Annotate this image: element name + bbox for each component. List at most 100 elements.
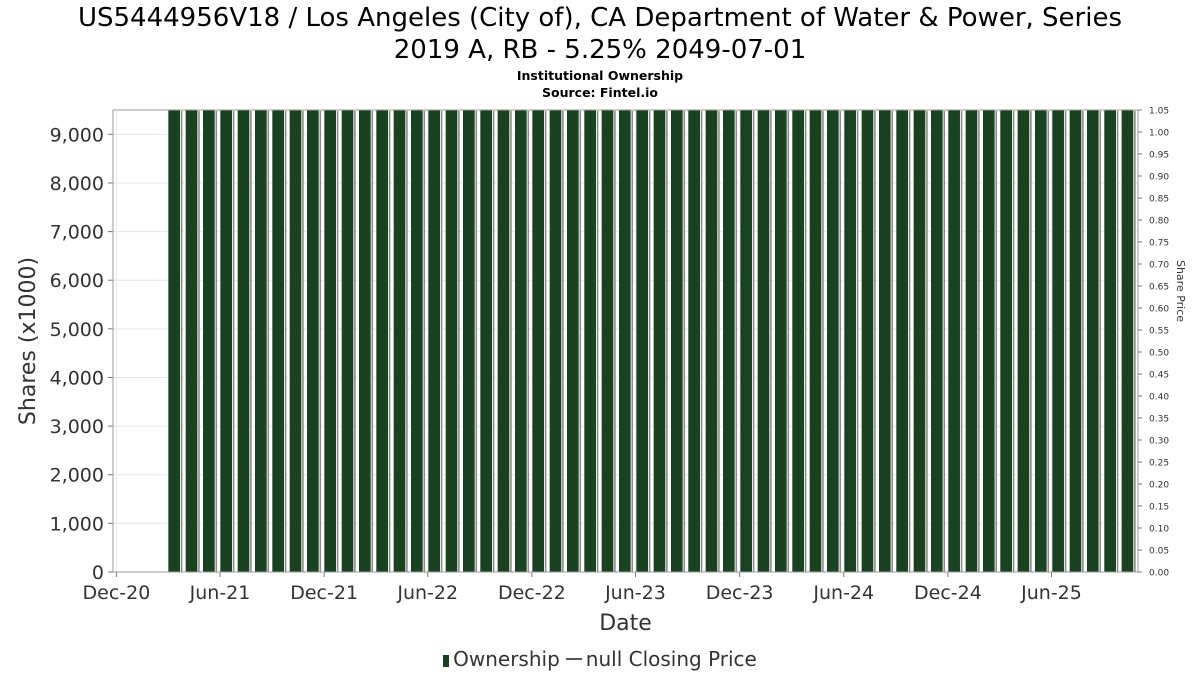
- ownership-bar: [306, 109, 320, 573]
- y2-tick-label: 0.20: [1149, 481, 1169, 491]
- y-tick-label: 0: [92, 562, 104, 584]
- ownership-bar: [912, 109, 927, 573]
- y2-tick-label: 0.70: [1149, 261, 1169, 271]
- ownership-bar: [843, 109, 857, 573]
- ownership-bar: [826, 109, 840, 573]
- ownership-bar: [791, 109, 805, 573]
- ownership-bar: [583, 109, 597, 573]
- x-tick-label: Jun-25: [1020, 582, 1082, 604]
- ownership-bar: [462, 109, 476, 573]
- ownership-bar: [479, 109, 493, 573]
- y2-tick-label: 0.15: [1149, 503, 1169, 513]
- plot-border: [112, 109, 1139, 573]
- x-tick-label: Jun-21: [189, 582, 251, 604]
- x-tick-label: Jun-23: [604, 582, 666, 604]
- ownership-bar: [687, 109, 701, 573]
- x-tick-label: Jun-22: [396, 582, 458, 604]
- ownership-bar: [444, 109, 459, 573]
- y-tick-label: 1,000: [50, 513, 104, 535]
- ownership-bar: [358, 109, 372, 573]
- y2-tick-label: 0.55: [1149, 327, 1169, 337]
- x-tick-label: Dec-23: [706, 582, 774, 604]
- ownership-bar: [1068, 109, 1083, 573]
- ownership-bar: [618, 109, 632, 573]
- y-tick-label: 3,000: [50, 416, 104, 438]
- y2-tick-label: 0.40: [1149, 393, 1169, 403]
- y2-tick-label: 0.10: [1149, 525, 1169, 535]
- x-axis-label: Date: [599, 611, 652, 636]
- y2-tick-label: 0.30: [1149, 437, 1169, 447]
- ownership-bar: [202, 109, 216, 573]
- chart-title-line-1: US5444956V18 / Los Angeles (City of), CA…: [77, 3, 1122, 33]
- chart-title-line-2: 2019 A, RB - 5.25% 2049-07-01: [393, 35, 807, 65]
- ownership-chart: 0 1,000 2,000 3,000 4,000 5,000 6,000 7,000 8,00…: [16, 107, 1187, 637]
- y2-tick-label: 0.75: [1149, 239, 1169, 249]
- ownership-bar: [1086, 109, 1100, 573]
- x-tick-label: Jun-24: [812, 582, 874, 604]
- y-axis-label: Shares (x1000): [16, 257, 41, 425]
- y2-tick-label: 0.60: [1149, 305, 1169, 315]
- y2-tick-label: 0.45: [1149, 371, 1169, 381]
- y-tick-label: 9,000: [50, 124, 104, 146]
- ownership-bar: [1051, 109, 1065, 573]
- ownership-bar: [340, 109, 355, 573]
- ownership-bar: [236, 109, 251, 573]
- ownership-legend-label: Ownership: [453, 647, 560, 671]
- price-legend-swatch: [565, 658, 582, 660]
- ownership-bar: [930, 109, 944, 573]
- ownership-bar: [670, 109, 684, 573]
- ownership-bar: [600, 109, 615, 573]
- ownership-bar: [635, 109, 649, 573]
- ownership-bar: [652, 109, 667, 573]
- ownership-bar: [756, 109, 771, 573]
- ownership-bar: [999, 109, 1013, 573]
- ownership-bar: [288, 109, 303, 573]
- ownership-bar: [219, 109, 233, 573]
- y2-tick-label: 0.35: [1149, 415, 1169, 425]
- ownership-bar: [531, 109, 545, 573]
- ownership-bar: [982, 109, 996, 573]
- ownership-bar: [167, 109, 181, 573]
- ownership-bar: [271, 109, 285, 573]
- ownership-bar: [566, 109, 580, 573]
- y2-tick-label: 0.80: [1149, 217, 1169, 227]
- chart-source: Source: Fintel.io: [542, 85, 658, 100]
- y2-tick-label: 0.65: [1149, 283, 1169, 293]
- ownership-bar: [184, 109, 199, 573]
- ownership-bar: [410, 109, 424, 573]
- y2-tick-label: 0.50: [1149, 349, 1169, 359]
- y2-tick-label: 0.90: [1149, 173, 1169, 183]
- price-legend-label: null Closing Price: [585, 647, 757, 671]
- y-tick-label: 2,000: [50, 465, 104, 487]
- ownership-bar: [496, 109, 511, 573]
- ownership-bar: [375, 109, 389, 573]
- ownership-bar: [1016, 109, 1031, 573]
- ownership-bar: [323, 109, 337, 573]
- x-tick-label: Dec-21: [290, 582, 358, 604]
- y2-tick-label: 0.25: [1149, 459, 1169, 469]
- y-tick-label: 4,000: [50, 367, 104, 389]
- ownership-bar: [1034, 109, 1048, 573]
- y2-axis-label: Share Price: [1174, 260, 1187, 322]
- y2-tick-label: 0.85: [1149, 195, 1169, 205]
- ownership-bar: [427, 109, 441, 573]
- ownership-bar: [1120, 109, 1135, 573]
- ownership-bar: [548, 109, 563, 573]
- ownership-bar: [964, 109, 979, 573]
- ownership-bar: [704, 109, 719, 573]
- y2-tick-label: 0.00: [1149, 569, 1169, 579]
- ownership-bar: [254, 109, 268, 573]
- ownership-bar: [860, 109, 875, 573]
- x-tick-label: Dec-22: [498, 582, 566, 604]
- y-tick-label: 5,000: [50, 319, 104, 341]
- ownership-bar: [878, 109, 892, 573]
- chart-subtitle: Institutional Ownership: [516, 68, 684, 83]
- ownership-bar: [808, 109, 823, 573]
- ownership-bar: [739, 109, 753, 573]
- y2-tick-label: 0.95: [1149, 151, 1169, 161]
- x-tick-label: Dec-20: [83, 582, 151, 604]
- y2-tick-label: 0.05: [1149, 547, 1169, 557]
- ownership-bar: [774, 109, 788, 573]
- y-tick-label: 7,000: [50, 222, 104, 244]
- y2-tick-label: 1.00: [1149, 129, 1169, 139]
